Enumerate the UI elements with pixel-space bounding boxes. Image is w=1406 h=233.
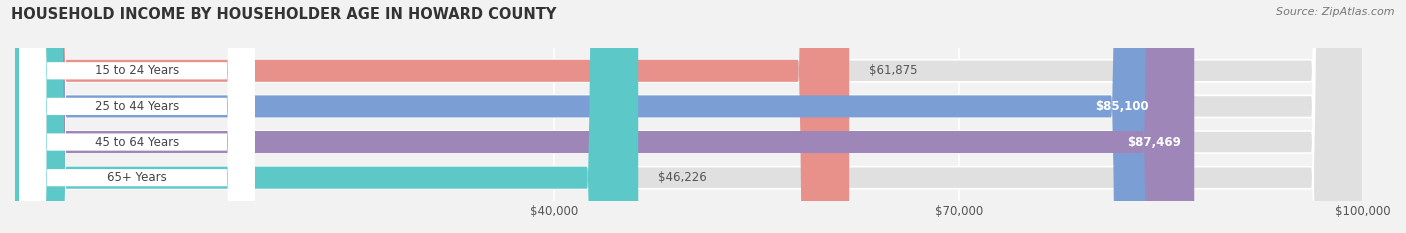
Text: $85,100: $85,100 [1095,100,1149,113]
FancyBboxPatch shape [15,0,1364,233]
Text: $87,469: $87,469 [1126,136,1181,149]
FancyBboxPatch shape [15,0,849,233]
Text: HOUSEHOLD INCOME BY HOUSEHOLDER AGE IN HOWARD COUNTY: HOUSEHOLD INCOME BY HOUSEHOLDER AGE IN H… [11,7,557,22]
FancyBboxPatch shape [15,0,1194,233]
Text: Source: ZipAtlas.com: Source: ZipAtlas.com [1277,7,1395,17]
Text: 25 to 44 Years: 25 to 44 Years [94,100,179,113]
FancyBboxPatch shape [20,0,254,233]
FancyBboxPatch shape [20,0,254,233]
FancyBboxPatch shape [20,0,254,233]
FancyBboxPatch shape [20,0,254,233]
Text: $46,226: $46,226 [658,171,707,184]
FancyBboxPatch shape [15,0,1364,233]
Text: 65+ Years: 65+ Years [107,171,167,184]
FancyBboxPatch shape [15,0,638,233]
Text: $61,875: $61,875 [869,64,918,77]
FancyBboxPatch shape [15,0,1364,233]
FancyBboxPatch shape [15,0,1364,233]
Text: 45 to 64 Years: 45 to 64 Years [94,136,179,149]
Text: 15 to 24 Years: 15 to 24 Years [94,64,179,77]
FancyBboxPatch shape [15,0,1163,233]
